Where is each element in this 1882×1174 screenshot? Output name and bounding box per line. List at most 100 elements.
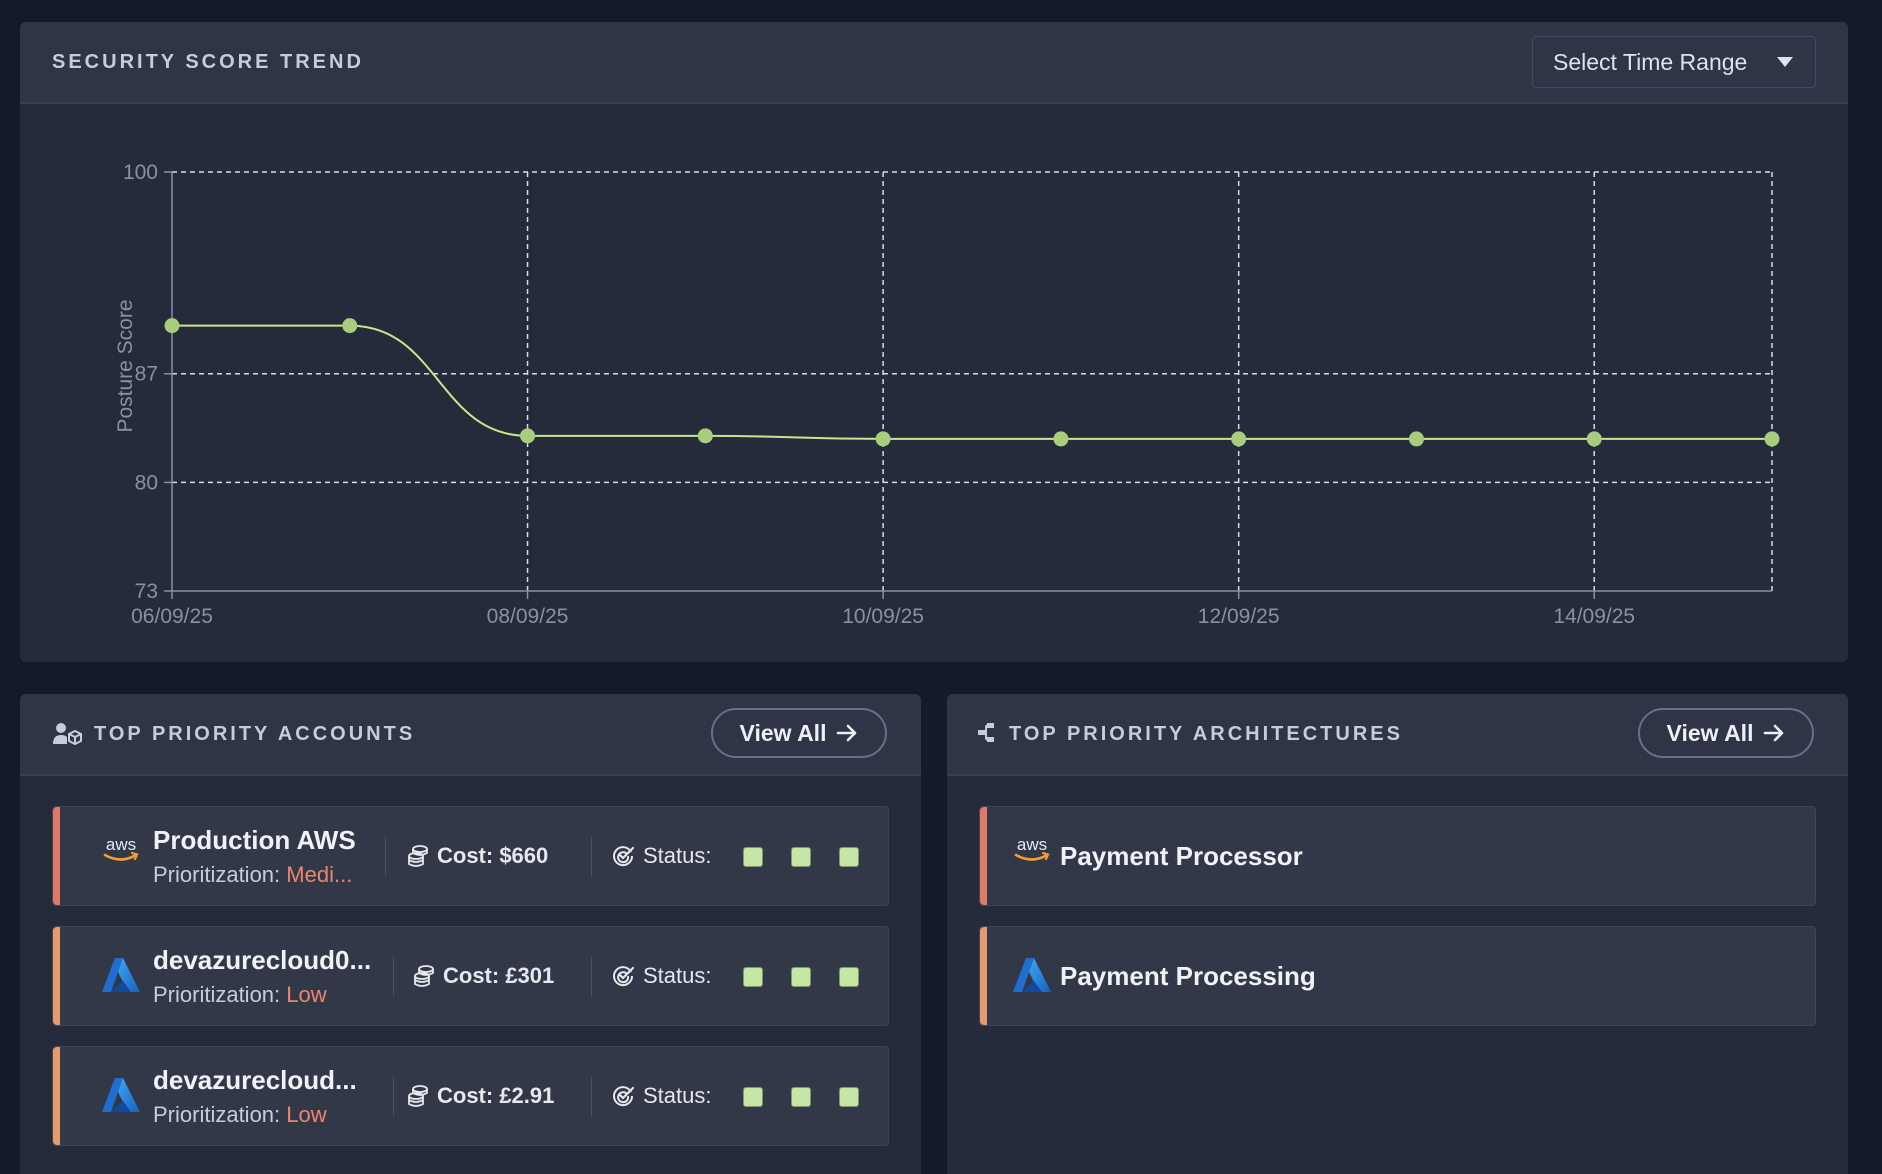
- divider: [591, 1077, 592, 1117]
- y-tick-label: 73: [135, 580, 158, 603]
- view-all-label: View All: [739, 719, 827, 746]
- account-cost: Cost: £2.91: [407, 1083, 554, 1109]
- account-name: devazurecloud0...: [153, 945, 372, 975]
- accounts-view-all-button[interactable]: View All: [711, 708, 887, 758]
- target-check-icon: [613, 1086, 635, 1107]
- priority-stripe: [53, 1047, 60, 1145]
- status-indicator: [743, 847, 763, 867]
- x-tick-label: 06/09/25: [131, 605, 213, 628]
- status-label: Status:: [643, 963, 712, 988]
- svg-text:aws: aws: [1017, 835, 1047, 854]
- status-indicator: [791, 1087, 811, 1107]
- account-cost: Cost: $660: [407, 843, 548, 869]
- prioritization-label: Prioritization:: [153, 862, 281, 887]
- aws-logo: aws: [1012, 835, 1052, 875]
- account-status: Status:: [611, 1083, 711, 1109]
- chart-series: [164, 318, 1780, 447]
- account-prioritization: Prioritization: Medi...: [153, 862, 352, 888]
- architecture-card[interactable]: Payment Processing: [979, 926, 1816, 1026]
- priority-stripe: [53, 807, 60, 905]
- coins-icon: [408, 845, 428, 867]
- status-indicator: [743, 967, 763, 987]
- status-label: Status:: [643, 1083, 712, 1108]
- account-card[interactable]: aws Production AWS Prioritization: Medi...…: [52, 806, 889, 906]
- data-point: [1586, 431, 1602, 447]
- account-name: Production AWS: [153, 825, 356, 855]
- account-status: Status:: [611, 843, 711, 869]
- architecture-name: Payment Processing: [1060, 961, 1316, 991]
- divider: [393, 957, 394, 997]
- data-point: [342, 318, 358, 334]
- status-label: Status:: [643, 843, 712, 868]
- top-priority-accounts-panel: TOP PRIORITY ACCOUNTS View All aws Produc…: [20, 694, 921, 1174]
- arrow-right-icon: [837, 724, 857, 742]
- priority-stripe: [980, 807, 987, 905]
- svg-text:aws: aws: [106, 835, 136, 854]
- time-range-label: Select Time Range: [1553, 48, 1748, 75]
- data-point: [164, 318, 180, 334]
- data-point: [1053, 431, 1069, 447]
- azure-logo: [1012, 955, 1052, 995]
- x-tick-label: 08/09/25: [487, 605, 569, 628]
- divider: [385, 837, 386, 877]
- azure-logo: [101, 1075, 141, 1115]
- divider: [591, 837, 592, 877]
- prioritization-value: Medi...: [286, 862, 353, 887]
- target-check-icon: [613, 846, 635, 867]
- data-point: [875, 431, 891, 447]
- hierarchy-icon: [977, 722, 997, 749]
- status-indicator: [839, 847, 859, 867]
- x-tick-label: 14/09/25: [1553, 605, 1635, 628]
- data-point: [520, 428, 536, 444]
- architectures-panel-header: TOP PRIORITY ARCHITECTURES View All: [947, 694, 1848, 776]
- cost-value: Cost: £301: [443, 963, 555, 988]
- x-tick-label: 10/09/25: [842, 605, 924, 628]
- data-point: [1764, 431, 1780, 447]
- caret-down-icon: [1777, 57, 1793, 67]
- y-axis-label: Posture Score: [114, 299, 137, 432]
- prioritization-label: Prioritization:: [153, 1102, 281, 1127]
- azure-logo: [101, 955, 141, 995]
- prioritization-value: Low: [286, 982, 327, 1007]
- time-range-select[interactable]: Select Time Range: [1532, 36, 1816, 88]
- status-indicator: [791, 967, 811, 987]
- security-score-trend-panel: SECURITY SCORE TREND Select Time Range 1…: [20, 22, 1848, 662]
- prioritization-value: Low: [286, 1102, 327, 1127]
- cost-value: Cost: £2.91: [437, 1083, 555, 1108]
- coins-icon: [408, 1085, 428, 1107]
- data-point: [1408, 431, 1424, 447]
- target-check-icon: [613, 966, 635, 987]
- trend-panel-title: SECURITY SCORE TREND: [52, 51, 364, 73]
- y-tick-label: 100: [123, 161, 158, 184]
- account-status: Status:: [611, 963, 711, 989]
- architectures-panel-title: TOP PRIORITY ARCHITECTURES: [1009, 723, 1403, 745]
- architectures-view-all-button[interactable]: View All: [1638, 708, 1814, 758]
- architecture-card[interactable]: aws Payment Processor: [979, 806, 1816, 906]
- status-indicator: [743, 1087, 763, 1107]
- account-card[interactable]: devazurecloud... Prioritization: Low Cost:…: [52, 1046, 889, 1146]
- priority-stripe: [980, 927, 987, 1025]
- y-tick-label: 87: [135, 363, 158, 386]
- chart-grid: [172, 171, 1773, 591]
- prioritization-label: Prioritization:: [153, 982, 281, 1007]
- user-cube-icon: [52, 722, 82, 751]
- top-priority-architectures-panel: TOP PRIORITY ARCHITECTURES View All aws P…: [947, 694, 1848, 1174]
- divider: [393, 1077, 394, 1117]
- series-line: [172, 324, 1772, 440]
- trend-panel-header: SECURITY SCORE TREND Select Time Range: [20, 22, 1848, 104]
- account-card[interactable]: devazurecloud0... Prioritization: Low Cost…: [52, 926, 889, 1026]
- x-tick-label: 12/09/25: [1198, 605, 1280, 628]
- accounts-panel-header: TOP PRIORITY ACCOUNTS View All: [20, 694, 921, 776]
- accounts-panel-title: TOP PRIORITY ACCOUNTS: [94, 723, 416, 745]
- account-prioritization: Prioritization: Low: [153, 982, 327, 1008]
- data-point: [697, 428, 713, 444]
- status-indicator: [839, 967, 859, 987]
- y-tick-label: 80: [135, 471, 158, 494]
- cost-value: Cost: $660: [437, 843, 549, 868]
- aws-logo: aws: [101, 835, 141, 875]
- view-all-label: View All: [1666, 719, 1754, 746]
- status-indicator: [839, 1087, 859, 1107]
- divider: [591, 957, 592, 997]
- coins-icon: [414, 965, 434, 987]
